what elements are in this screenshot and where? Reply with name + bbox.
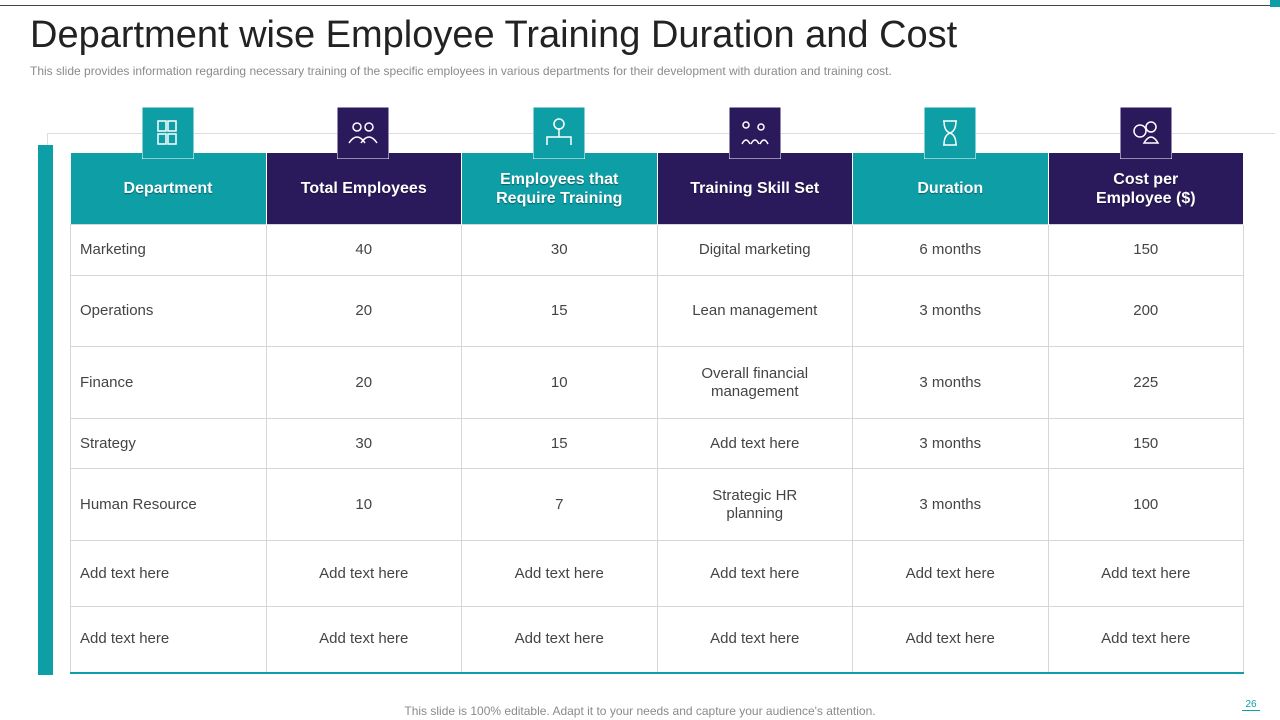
table-cell: Add text here: [461, 540, 658, 607]
footer-note: This slide is 100% editable. Adapt it to…: [404, 704, 876, 718]
table-cell: Add text here: [656, 540, 853, 607]
corner-accent: [1270, 0, 1280, 7]
column-header: Training Skill Set: [657, 153, 853, 225]
icon-graphic: [336, 106, 390, 160]
table-cell: 15: [461, 418, 658, 469]
table-cell: 6 months: [852, 224, 1049, 276]
table-cell: Human Resource: [70, 468, 267, 541]
header-row: Department Total Employees Employees that …: [70, 153, 1244, 225]
table-cell: Operations: [70, 275, 267, 347]
column-header: Employees that Require Training: [461, 153, 658, 225]
table-row: Add text here Add text here Add text here A…: [70, 540, 1244, 607]
header-icon: [923, 106, 977, 160]
table-cell: Add text here: [461, 606, 658, 674]
header-icon: [532, 106, 586, 160]
table-cell: Lean management: [656, 275, 853, 347]
training-table: Department Total Employees Employees that …: [70, 153, 1244, 674]
frame-line: [47, 133, 1275, 134]
table-row: Finance 20 10 Overall financial management 3…: [70, 346, 1244, 419]
table-cell: 7: [461, 468, 658, 541]
table-body: Marketing 40 30 Digital marketing 6 months 15…: [70, 224, 1244, 674]
table-cell: Strategic HR planning: [656, 468, 853, 541]
frame-line: [47, 133, 48, 145]
icon-graphic: [532, 106, 586, 160]
table-cell: Add text here: [1047, 540, 1244, 607]
icon-graphic: [923, 106, 977, 160]
table-cell: 200: [1047, 275, 1244, 347]
header-icon: [1119, 106, 1173, 160]
table-cell: 100: [1047, 468, 1244, 541]
table-cell: 20: [265, 275, 462, 347]
icon-graphic: [141, 106, 195, 160]
title: Department wise Employee Training Durati…: [30, 14, 958, 56]
table-cell: Add text here: [265, 606, 462, 674]
table-cell: Add text here: [265, 540, 462, 607]
header-icon: [728, 106, 782, 160]
column-header: Total Employees: [266, 153, 462, 225]
icon-graphic: [1119, 106, 1173, 160]
table-cell: 40: [265, 224, 462, 276]
table-cell: Add text here: [656, 418, 853, 469]
table-cell: 10: [461, 346, 658, 419]
header-icon: [141, 106, 195, 160]
table-cell: 20: [265, 346, 462, 419]
table-row: Strategy 30 15 Add text here 3 months 150: [70, 418, 1244, 469]
table-cell: 150: [1047, 418, 1244, 469]
column-header: Cost per Employee ($): [1048, 153, 1244, 225]
table-cell: 30: [461, 224, 658, 276]
table-cell: 10: [265, 468, 462, 541]
table-cell: 15: [461, 275, 658, 347]
table-cell: 3 months: [852, 275, 1049, 347]
table-cell: Add text here: [656, 606, 853, 674]
table-row: Marketing 40 30 Digital marketing 6 months 15…: [70, 224, 1244, 276]
top-rule: [0, 5, 1270, 6]
table-row: Human Resource 10 7 Strategic HR planning 3 …: [70, 468, 1244, 541]
header-icon: [336, 106, 390, 160]
table-cell: Add text here: [70, 540, 267, 607]
table-cell: Strategy: [70, 418, 267, 469]
table-cell: 3 months: [852, 346, 1049, 419]
table-cell: Digital marketing: [656, 224, 853, 276]
column-header: Duration: [852, 153, 1049, 225]
table-cell: Finance: [70, 346, 267, 419]
subtitle: This slide provides information regardin…: [30, 64, 892, 78]
side-bar: [38, 145, 53, 675]
icon-graphic: [728, 106, 782, 160]
table-cell: Add text here: [70, 606, 267, 674]
page-number: 26: [1242, 699, 1260, 711]
table-cell: 3 months: [852, 418, 1049, 469]
table-row: Operations 20 15 Lean management 3 months 200: [70, 275, 1244, 347]
table-cell: Add text here: [852, 540, 1049, 607]
table-row: Add text here Add text here Add text here A…: [70, 606, 1244, 674]
table-cell: 30: [265, 418, 462, 469]
table-cell: Add text here: [852, 606, 1049, 674]
table-cell: Overall financial management: [656, 346, 853, 419]
column-header: Department: [70, 153, 267, 225]
table-cell: 225: [1047, 346, 1244, 419]
table-cell: Add text here: [1047, 606, 1244, 674]
table-cell: 150: [1047, 224, 1244, 276]
table-cell: Marketing: [70, 224, 267, 276]
table-cell: 3 months: [852, 468, 1049, 541]
